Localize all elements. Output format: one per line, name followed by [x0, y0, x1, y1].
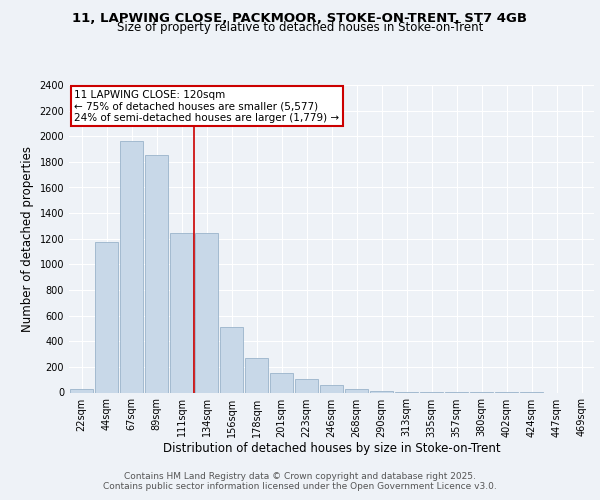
Bar: [220, 327, 243, 392]
Text: 11, LAPWING CLOSE, PACKMOOR, STOKE-ON-TRENT, ST7 4GB: 11, LAPWING CLOSE, PACKMOOR, STOKE-ON-TR…: [73, 12, 527, 26]
Bar: [95, 242, 118, 392]
Bar: [120, 142, 143, 392]
Bar: [370, 391, 393, 392]
Bar: [195, 233, 218, 392]
Text: Contains public sector information licensed under the Open Government Licence v3: Contains public sector information licen…: [103, 482, 497, 491]
Bar: [245, 358, 268, 392]
Bar: [70, 388, 93, 392]
Text: Contains HM Land Registry data © Crown copyright and database right 2025.: Contains HM Land Registry data © Crown c…: [124, 472, 476, 481]
Y-axis label: Number of detached properties: Number of detached properties: [21, 146, 34, 332]
Bar: [145, 156, 168, 392]
Text: Size of property relative to detached houses in Stoke-on-Trent: Size of property relative to detached ho…: [117, 22, 483, 35]
Bar: [295, 379, 318, 392]
Bar: [170, 233, 193, 392]
Bar: [345, 390, 368, 392]
Bar: [270, 372, 293, 392]
Text: 11 LAPWING CLOSE: 120sqm
← 75% of detached houses are smaller (5,577)
24% of sem: 11 LAPWING CLOSE: 120sqm ← 75% of detach…: [74, 90, 340, 123]
X-axis label: Distribution of detached houses by size in Stoke-on-Trent: Distribution of detached houses by size …: [163, 442, 500, 456]
Bar: [320, 385, 343, 392]
